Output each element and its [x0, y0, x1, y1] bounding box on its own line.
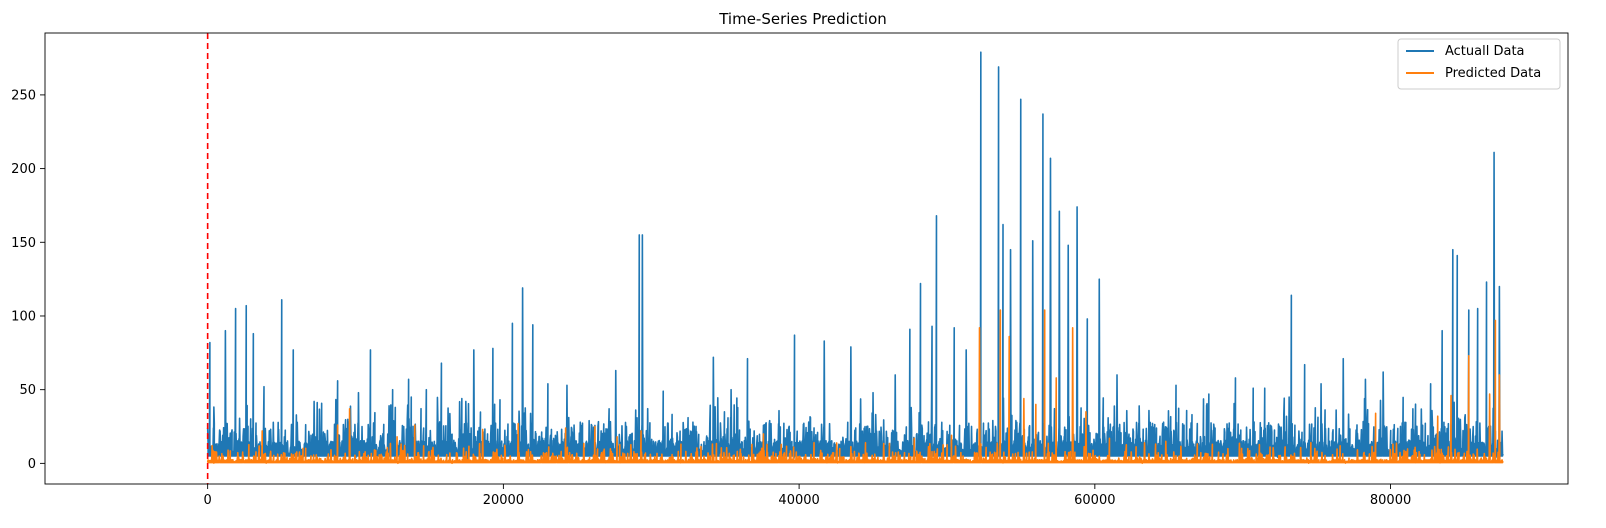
series-predicted: [206, 309, 1504, 465]
y-axis: 0 50 100 150 200 250: [11, 88, 45, 472]
series-line-0: [206, 51, 1504, 460]
series-line-1: [206, 309, 1504, 465]
y-tick-label-3: 150: [11, 236, 36, 251]
legend-label-predicted: Predicted Data: [1445, 66, 1541, 81]
x-tick-label-3: 60000: [1074, 493, 1115, 508]
y-tick-label-2: 100: [11, 309, 36, 324]
chart-title: Time-Series Prediction: [718, 10, 887, 28]
y-tick-label-4: 200: [11, 162, 36, 177]
x-tick-label-2: 40000: [778, 493, 819, 508]
x-axis: 0 20000 40000 60000 80000: [204, 484, 1411, 508]
x-tick-label-4: 80000: [1370, 493, 1411, 508]
series-layer: [206, 51, 1504, 465]
plot-frame: [44, 32, 1569, 485]
x-tick-label-1: 20000: [483, 493, 524, 508]
legend-label-actual: Actuall Data: [1445, 44, 1525, 59]
legend: Actuall Data Predicted Data: [1397, 38, 1561, 90]
y-tick-label-5: 250: [11, 88, 36, 103]
legend-box: [1397, 38, 1561, 90]
x-tick-label-0: 0: [204, 493, 212, 508]
y-tick-label-1: 50: [19, 383, 36, 398]
y-tick-label-0: 0: [28, 457, 36, 472]
series-actual: [206, 51, 1504, 460]
